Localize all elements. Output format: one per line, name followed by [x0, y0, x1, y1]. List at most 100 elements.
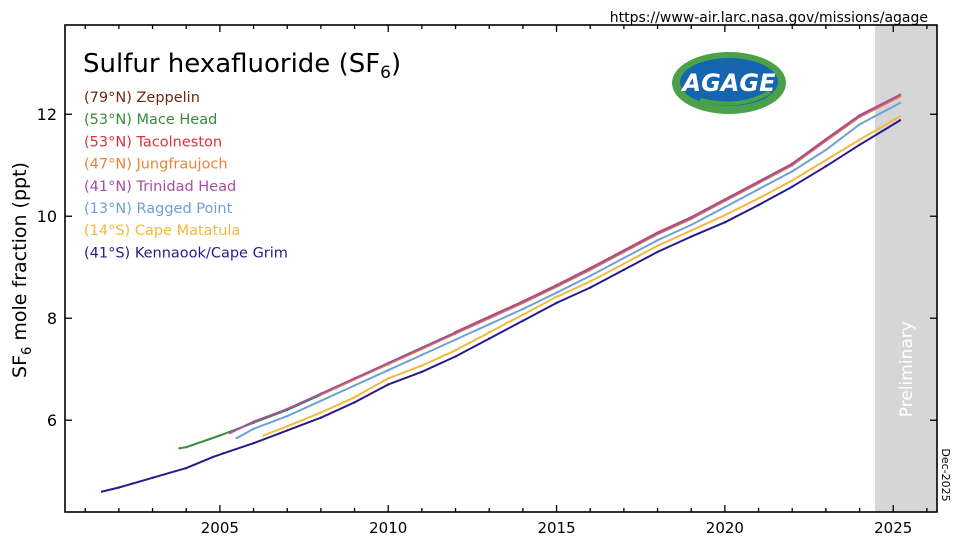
chart-title-subscript: 6: [380, 63, 391, 83]
series-group: [100, 93, 902, 493]
series-line-kennaook-cape-grim: [101, 119, 901, 493]
data-point-trinidad-head: [521, 300, 525, 304]
preliminary-region: [875, 25, 937, 512]
source-url[interactable]: https://www-air.larc.nasa.gov/missions/a…: [610, 10, 928, 26]
data-point-cape-matatula: [757, 197, 760, 200]
data-point-cape-matatula: [723, 214, 727, 217]
data-point-cape-matatula: [262, 434, 265, 437]
data-point-kennaook-cape-grim: [117, 486, 121, 489]
data-point-cape-matatula: [454, 349, 457, 352]
data-point-kennaook-cape-grim: [420, 370, 424, 373]
data-point-kennaook-cape-grim: [252, 441, 255, 445]
data-point-cape-matatula: [387, 377, 390, 380]
x-tick-label: 2005: [201, 519, 239, 537]
data-point-trinidad-head: [420, 346, 424, 349]
chart-title-suffix: ): [391, 49, 401, 79]
data-point-ragged-point: [898, 101, 902, 105]
data-point-kennaook-cape-grim: [353, 401, 356, 404]
legend-entry-tacolneston: (53°N) Tacolneston: [84, 134, 222, 150]
chart-title: Sulfur hexafluoride (SF6): [83, 49, 401, 83]
data-point-kennaook-cape-grim: [589, 286, 592, 289]
data-point-trinidad-head: [228, 431, 232, 435]
y-tick-label: 12: [37, 105, 57, 124]
y-axis-label: SF6 mole fraction (ppt): [9, 162, 35, 378]
data-point-cape-matatula: [690, 229, 693, 232]
data-point-cape-matatula: [589, 280, 592, 283]
data-point-cape-matatula: [824, 158, 828, 162]
data-point-trinidad-head: [387, 361, 390, 365]
data-point-ragged-point: [319, 399, 323, 403]
data-point-trinidad-head: [824, 138, 828, 141]
data-point-kennaook-cape-grim: [690, 235, 693, 238]
series-line-jungfraujoch: [320, 95, 901, 396]
legend-entry-trinidad-head: (41°N) Trinidad Head: [84, 179, 236, 195]
data-point-kennaook-cape-grim: [622, 268, 626, 271]
data-point-trinidad-head: [319, 392, 323, 395]
legend-entry-mace-head: (53°N) Mace Head: [84, 112, 217, 128]
data-point-mace-head: [178, 447, 181, 450]
data-point-ragged-point: [420, 353, 424, 357]
date-stamp: Dec-2025: [939, 448, 952, 501]
data-point-kennaook-cape-grim: [723, 221, 727, 224]
agage-logo-text: AGAGE: [681, 69, 777, 97]
data-point-trinidad-head: [589, 267, 592, 270]
data-point-ragged-point: [555, 291, 558, 294]
data-point-kennaook-cape-grim: [319, 416, 323, 419]
legend-entry-jungfraujoch: (47°N) Jungfraujoch: [84, 157, 228, 173]
data-point-kennaook-cape-grim: [555, 301, 558, 305]
legend-entry-zeppelin: (79°N) Zeppelin: [84, 90, 200, 106]
data-point-ragged-point: [690, 223, 693, 227]
axis-ticks: 2005 2010 2015 2020 2025 6 8 10 12: [37, 25, 937, 537]
agage-logo: AGAGE: [672, 52, 786, 114]
series-line-tacolneston: [455, 94, 901, 333]
data-point-cape-matatula: [286, 425, 289, 428]
data-point-trinidad-head: [656, 231, 659, 235]
data-point-cape-matatula: [488, 331, 491, 334]
data-point-kennaook-cape-grim: [488, 337, 491, 340]
preliminary-label: Preliminary: [897, 321, 917, 417]
data-point-cape-matatula: [622, 262, 626, 265]
data-point-kennaook-cape-grim: [858, 143, 861, 147]
data-point-kennaook-cape-grim: [100, 490, 104, 493]
y-tick-label: 10: [37, 207, 57, 226]
data-point-ragged-point: [488, 323, 491, 326]
data-point-kennaook-cape-grim: [898, 119, 902, 122]
plot-frame: [64, 24, 938, 513]
data-point-mace-head: [218, 434, 222, 437]
x-tick-label: 2015: [537, 519, 575, 537]
data-point-trinidad-head: [488, 316, 491, 319]
data-point-ragged-point: [656, 238, 659, 242]
data-point-cape-matatula: [319, 411, 323, 414]
data-point-kennaook-cape-grim: [387, 383, 390, 386]
legend-entry-cape-matatula: (14°S) Cape Matatula: [84, 223, 240, 239]
data-point-trinidad-head: [791, 163, 794, 166]
data-point-cape-matatula: [656, 244, 659, 248]
data-point-trinidad-head: [454, 331, 457, 334]
data-point-trinidad-head: [555, 284, 558, 287]
data-point-trinidad-head: [723, 198, 727, 202]
data-point-ragged-point: [235, 436, 238, 440]
data-point-trinidad-head: [622, 249, 626, 253]
data-point-ragged-point: [353, 384, 356, 387]
data-point-ragged-point: [723, 205, 727, 209]
data-point-kennaook-cape-grim: [151, 476, 154, 480]
data-point-cape-matatula: [353, 396, 356, 399]
data-point-ragged-point: [824, 148, 828, 152]
data-point-kennaook-cape-grim: [222, 452, 225, 455]
data-point-mace-head: [185, 446, 188, 449]
data-point-cape-matatula: [420, 364, 424, 367]
data-point-trinidad-head: [898, 93, 902, 97]
legend-entry-kennaook-cape-grim: (41°S) Kennaook/Cape Grim: [84, 245, 288, 261]
data-point-ragged-point: [858, 123, 861, 126]
legend: (79°N) Zeppelin (53°N) Mace Head (53°N) Ta…: [84, 90, 288, 261]
y-axis-label-subscript: 6: [20, 347, 35, 355]
data-point-trinidad-head: [757, 180, 760, 184]
data-point-trinidad-head: [286, 407, 289, 411]
data-point-kennaook-cape-grim: [454, 355, 457, 358]
data-point-ragged-point: [286, 414, 289, 418]
data-point-ragged-point: [622, 256, 626, 260]
data-point-kennaook-cape-grim: [286, 429, 289, 432]
data-point-cape-matatula: [898, 115, 902, 118]
data-point-kennaook-cape-grim: [211, 455, 215, 459]
data-point-kennaook-cape-grim: [824, 165, 828, 168]
